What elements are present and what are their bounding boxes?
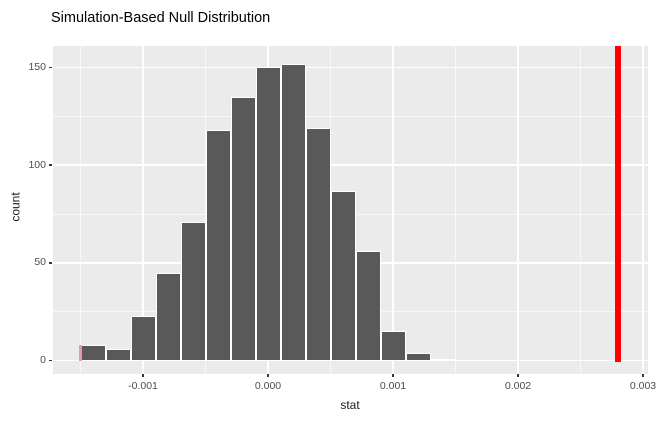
y-tick-mark — [49, 164, 52, 166]
histogram-bar — [230, 96, 256, 361]
histogram-bar — [305, 128, 331, 361]
x-tick-label: 0.000 — [254, 380, 282, 392]
histogram-bar — [80, 344, 106, 361]
histogram-bar — [330, 190, 356, 361]
y-major-gridline — [53, 66, 648, 69]
histogram-bar — [205, 130, 231, 361]
y-tick-mark — [49, 262, 52, 264]
observed-stat-line — [614, 46, 622, 363]
x-tick-mark — [517, 374, 519, 377]
x-tick-label: -0.001 — [128, 380, 158, 392]
x-tick-label: 0.001 — [379, 380, 407, 392]
x-minor-gridline — [80, 46, 81, 374]
x-tick-label: 0.003 — [629, 380, 657, 392]
y-tick-mark — [49, 359, 52, 362]
histogram-bar — [180, 221, 206, 361]
histogram-bar — [380, 331, 406, 361]
y-tick-label: 0 — [40, 354, 46, 367]
x-tick-mark — [642, 374, 644, 377]
y-major-gridline — [53, 164, 648, 166]
histogram-bar — [130, 315, 156, 361]
histogram-bar — [105, 348, 131, 361]
x-tick-mark — [392, 374, 394, 377]
x-tick-mark — [267, 374, 269, 377]
histogram-bar — [155, 272, 181, 361]
histogram-bar — [430, 358, 456, 361]
x-tick-mark — [142, 374, 144, 377]
x-minor-gridline — [455, 46, 456, 374]
x-major-gridline — [642, 46, 644, 374]
x-major-gridline — [517, 46, 519, 374]
y-tick-mark — [49, 66, 52, 69]
plot-panel: -0.001 0.000 0.001 0.002 0.003 0 50 100 150 — [28, 46, 656, 392]
y-minor-gridline — [53, 115, 648, 117]
y-tick-label: 50 — [34, 256, 46, 269]
histogram-bar — [405, 352, 431, 361]
x-axis-title: stat — [340, 398, 360, 412]
x-tick-label: 0.002 — [504, 380, 532, 392]
x-minor-gridline — [580, 46, 581, 374]
x-major-gridline — [392, 46, 394, 374]
pink-marker-artifact — [79, 344, 82, 361]
y-tick-label: 150 — [28, 60, 46, 73]
histogram-bar — [255, 67, 281, 361]
plot-title: Simulation-Based Null Distribution — [51, 10, 271, 26]
y-major-gridline — [53, 359, 648, 362]
histogram-bar — [280, 63, 306, 361]
y-tick-label: 100 — [28, 158, 46, 171]
x-major-gridline — [142, 46, 144, 374]
y-axis-title: count — [8, 192, 23, 222]
histogram-bar — [355, 251, 381, 361]
